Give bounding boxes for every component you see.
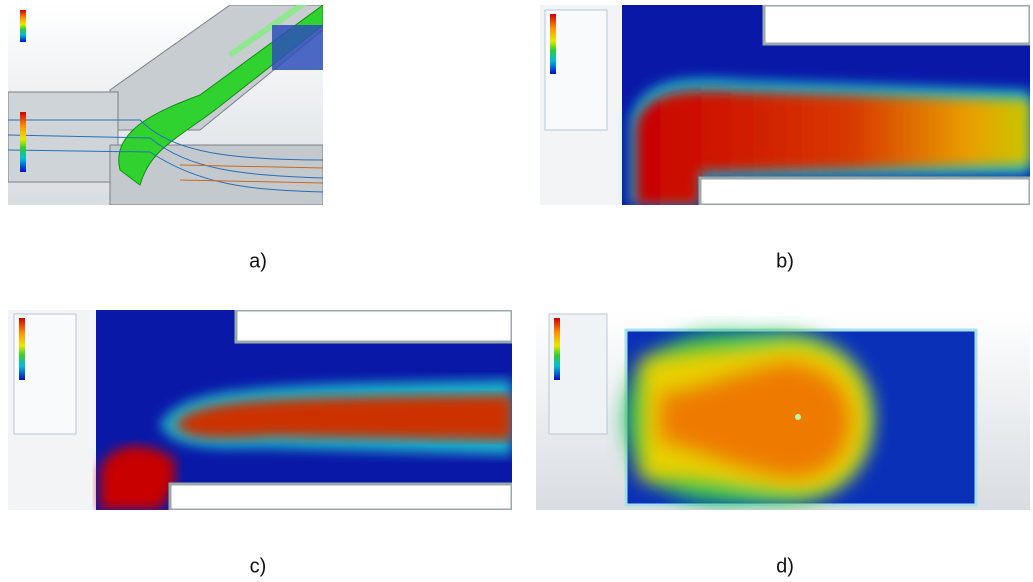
panel-c [8,310,512,510]
panel-label: b) [776,250,794,272]
panel-d [536,310,1030,510]
figure-canvas: a) b) c) d) [0,0,1033,582]
panel-b [540,5,1030,205]
panel-label: a) [249,250,267,272]
panel-a [8,0,352,205]
figure: a) b) c) d) (() => { const data = JSON.p… [0,0,1033,582]
panel-label: d) [776,555,794,577]
panel-label: c) [250,555,267,577]
